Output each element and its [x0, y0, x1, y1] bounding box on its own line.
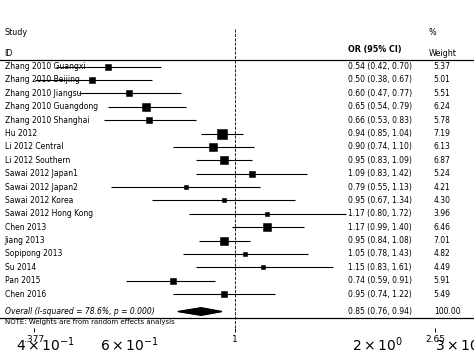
Text: Chen 2016: Chen 2016 — [5, 290, 46, 298]
Text: Pan 2015: Pan 2015 — [5, 276, 40, 285]
Text: 5.78: 5.78 — [434, 116, 451, 124]
Text: Sawai 2012 Korea: Sawai 2012 Korea — [5, 196, 73, 205]
Polygon shape — [178, 308, 222, 315]
Text: Su 2014: Su 2014 — [5, 263, 36, 272]
Text: ID: ID — [5, 49, 13, 58]
Text: 1.09 (0.83, 1.42): 1.09 (0.83, 1.42) — [348, 169, 412, 178]
Text: 1.17 (0.80, 1.72): 1.17 (0.80, 1.72) — [348, 209, 412, 218]
Text: 5.37: 5.37 — [434, 62, 451, 71]
Text: 6.87: 6.87 — [434, 156, 451, 165]
Text: Li 2012 Southern: Li 2012 Southern — [5, 156, 70, 165]
Text: 0.79 (0.55, 1.13): 0.79 (0.55, 1.13) — [348, 183, 412, 191]
Text: OR (95% CI): OR (95% CI) — [348, 46, 402, 54]
Text: 100.00: 100.00 — [434, 307, 460, 316]
Text: Overall (I-squared = 78.6%, p = 0.000): Overall (I-squared = 78.6%, p = 0.000) — [5, 307, 155, 316]
Text: Sawai 2012 Japan2: Sawai 2012 Japan2 — [5, 183, 78, 191]
Text: 4.30: 4.30 — [434, 196, 451, 205]
Text: Zhang 2010 Beijing: Zhang 2010 Beijing — [5, 75, 80, 84]
Text: 0.50 (0.38, 0.67): 0.50 (0.38, 0.67) — [348, 75, 412, 84]
Text: Sopipong 2013: Sopipong 2013 — [5, 249, 62, 258]
Text: 3.96: 3.96 — [434, 209, 451, 218]
Text: Zhang 2010 Guangxi: Zhang 2010 Guangxi — [5, 62, 85, 71]
Text: 7.01: 7.01 — [434, 236, 451, 245]
Text: 0.95 (0.84, 1.08): 0.95 (0.84, 1.08) — [348, 236, 412, 245]
Text: 6.13: 6.13 — [434, 142, 451, 151]
Text: Sawai 2012 Hong Kong: Sawai 2012 Hong Kong — [5, 209, 93, 218]
Text: 7.19: 7.19 — [434, 129, 451, 138]
Text: 0.95 (0.67, 1.34): 0.95 (0.67, 1.34) — [348, 196, 412, 205]
Text: NOTE: Weights are from random effects analysis: NOTE: Weights are from random effects an… — [5, 319, 174, 325]
Text: 0.95 (0.83, 1.09): 0.95 (0.83, 1.09) — [348, 156, 412, 165]
Text: 5.01: 5.01 — [434, 75, 451, 84]
Text: 0.66 (0.53, 0.83): 0.66 (0.53, 0.83) — [348, 116, 412, 124]
Text: 0.94 (0.85, 1.04): 0.94 (0.85, 1.04) — [348, 129, 412, 138]
Text: 5.51: 5.51 — [434, 89, 451, 98]
Text: 5.91: 5.91 — [434, 276, 451, 285]
Text: Zhang 2010 Guangdong: Zhang 2010 Guangdong — [5, 102, 98, 111]
Text: Sawai 2012 Japan1: Sawai 2012 Japan1 — [5, 169, 78, 178]
Text: Zhang 2010 Shanghai: Zhang 2010 Shanghai — [5, 116, 90, 124]
Text: Hu 2012: Hu 2012 — [5, 129, 37, 138]
Text: Study: Study — [5, 28, 28, 37]
Text: 0.95 (0.74, 1.22): 0.95 (0.74, 1.22) — [348, 290, 412, 298]
Text: 0.54 (0.42, 0.70): 0.54 (0.42, 0.70) — [348, 62, 412, 71]
Text: %: % — [429, 28, 437, 37]
Text: 1.17 (0.99, 1.40): 1.17 (0.99, 1.40) — [348, 223, 412, 232]
Text: 6.24: 6.24 — [434, 102, 451, 111]
Text: Li 2012 Central: Li 2012 Central — [5, 142, 63, 151]
Text: 5.49: 5.49 — [434, 290, 451, 298]
Text: Chen 2013: Chen 2013 — [5, 223, 46, 232]
Text: 0.74 (0.59, 0.91): 0.74 (0.59, 0.91) — [348, 276, 412, 285]
Text: 0.85 (0.76, 0.94): 0.85 (0.76, 0.94) — [348, 307, 412, 316]
Text: 0.90 (0.74, 1.10): 0.90 (0.74, 1.10) — [348, 142, 412, 151]
Text: Zhang 2010 Jiangsu: Zhang 2010 Jiangsu — [5, 89, 81, 98]
Text: 4.21: 4.21 — [434, 183, 450, 191]
Text: 0.65 (0.54, 0.79): 0.65 (0.54, 0.79) — [348, 102, 412, 111]
Text: Jiang 2013: Jiang 2013 — [5, 236, 46, 245]
Text: 6.46: 6.46 — [434, 223, 451, 232]
Text: 4.49: 4.49 — [434, 263, 451, 272]
Text: 0.60 (0.47, 0.77): 0.60 (0.47, 0.77) — [348, 89, 412, 98]
Text: 1.05 (0.78, 1.43): 1.05 (0.78, 1.43) — [348, 249, 412, 258]
Text: 4.82: 4.82 — [434, 249, 450, 258]
Text: Weight: Weight — [429, 49, 457, 58]
Text: 1.15 (0.83, 1.61): 1.15 (0.83, 1.61) — [348, 263, 412, 272]
Text: 5.24: 5.24 — [434, 169, 451, 178]
